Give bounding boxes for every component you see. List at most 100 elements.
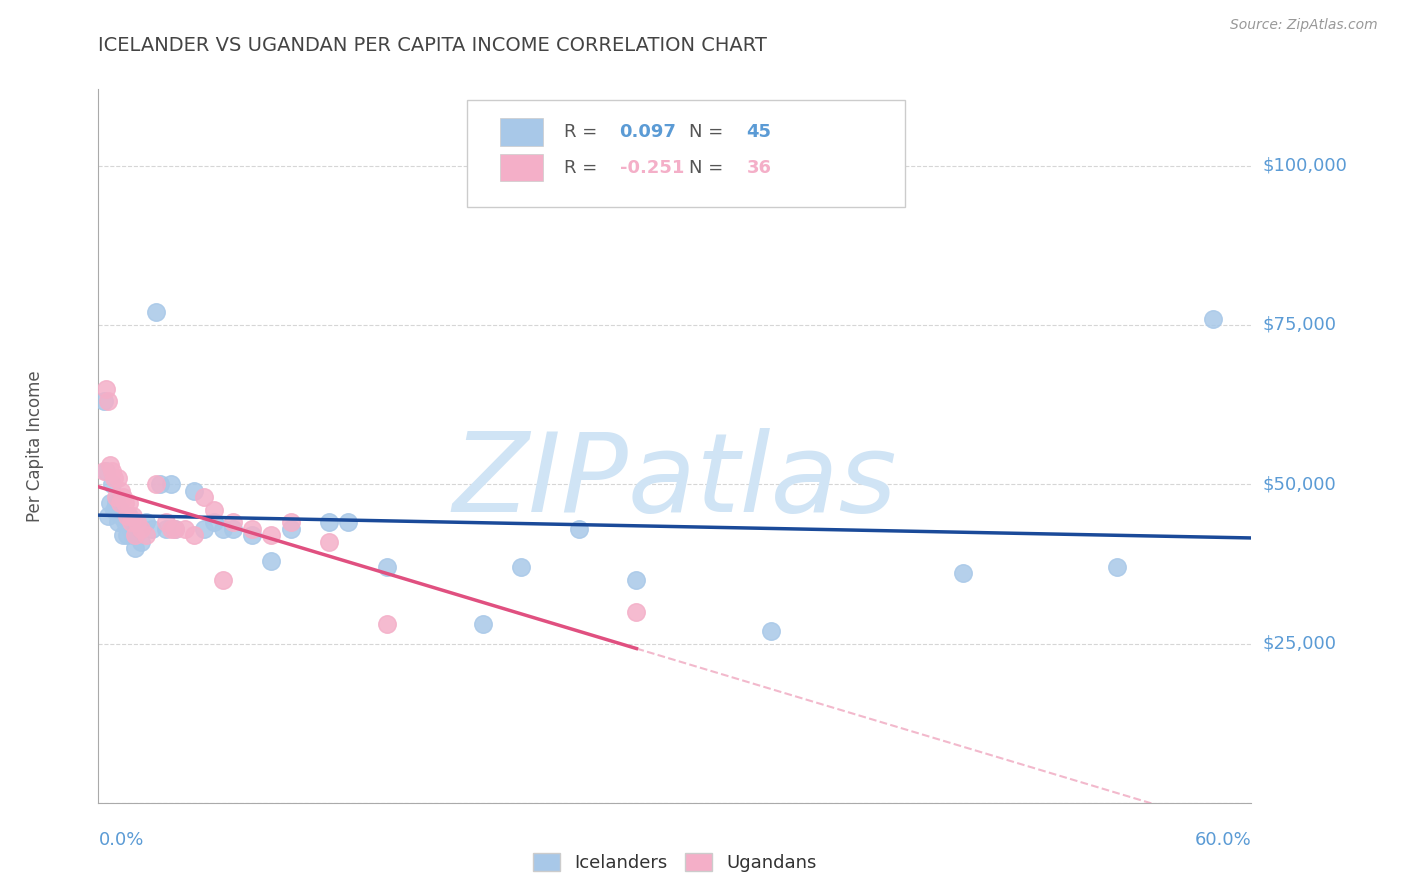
Point <box>202 516 225 530</box>
Text: $50,000: $50,000 <box>1263 475 1336 493</box>
Point <box>952 566 974 581</box>
Text: R =: R = <box>564 159 603 177</box>
Point <box>222 522 245 536</box>
Point <box>120 516 142 530</box>
Point <box>141 522 163 536</box>
Point <box>110 483 132 498</box>
Text: 0.0%: 0.0% <box>98 830 143 848</box>
Point <box>165 522 187 536</box>
Point <box>626 573 648 587</box>
Point <box>375 617 398 632</box>
Point <box>145 477 167 491</box>
Point <box>160 477 183 491</box>
Bar <box>499 154 544 181</box>
Point <box>240 528 263 542</box>
Text: 45: 45 <box>747 123 772 141</box>
Point <box>98 458 121 472</box>
Point <box>93 394 115 409</box>
Point <box>193 490 215 504</box>
Point <box>118 509 141 524</box>
Point <box>165 522 187 536</box>
Point <box>112 490 135 504</box>
Point <box>1202 311 1225 326</box>
Point <box>98 496 121 510</box>
Point <box>183 528 205 542</box>
Bar <box>499 119 544 145</box>
Point <box>118 496 141 510</box>
Point <box>510 560 533 574</box>
Text: 60.0%: 60.0% <box>1195 830 1251 848</box>
Text: $75,000: $75,000 <box>1263 316 1337 334</box>
Point <box>112 528 135 542</box>
Point <box>124 528 146 542</box>
Point <box>108 502 131 516</box>
Point <box>104 496 127 510</box>
Point <box>212 522 235 536</box>
Point <box>129 522 152 536</box>
Point <box>122 509 145 524</box>
Point <box>759 624 782 638</box>
Point <box>103 502 125 516</box>
Point <box>626 605 648 619</box>
Point <box>103 471 125 485</box>
Point <box>375 560 398 574</box>
Text: 0.097: 0.097 <box>620 123 676 141</box>
Point <box>149 477 172 491</box>
Point <box>155 516 177 530</box>
Point <box>212 573 235 587</box>
Point <box>117 528 138 542</box>
Text: $100,000: $100,000 <box>1263 157 1347 175</box>
Point <box>240 522 263 536</box>
Point <box>202 502 225 516</box>
Point <box>107 471 129 485</box>
Point <box>125 516 148 530</box>
Point <box>114 496 136 510</box>
Legend: Icelanders, Ugandans: Icelanders, Ugandans <box>526 846 824 880</box>
Point <box>101 477 124 491</box>
Point <box>280 522 302 536</box>
Point <box>114 516 136 530</box>
Point <box>193 522 215 536</box>
Point <box>108 496 131 510</box>
FancyBboxPatch shape <box>467 100 905 207</box>
Point <box>222 516 245 530</box>
Text: -0.251: -0.251 <box>620 159 683 177</box>
Text: Per Capita Income: Per Capita Income <box>25 370 44 522</box>
Point <box>160 522 183 536</box>
Text: ICELANDER VS UGANDAN PER CAPITA INCOME CORRELATION CHART: ICELANDER VS UGANDAN PER CAPITA INCOME C… <box>98 36 768 54</box>
Point <box>97 509 120 524</box>
Point <box>104 490 127 504</box>
Point <box>260 554 283 568</box>
Point <box>337 516 360 530</box>
Point <box>117 509 138 524</box>
Point <box>568 522 591 536</box>
Point <box>93 465 115 479</box>
Point <box>280 516 302 530</box>
Point <box>183 483 205 498</box>
Point <box>124 541 146 555</box>
Point <box>107 516 129 530</box>
Point <box>260 528 283 542</box>
Point <box>125 522 148 536</box>
Text: 36: 36 <box>747 159 772 177</box>
Point <box>174 522 197 536</box>
Point <box>1105 560 1128 574</box>
Point <box>135 516 157 530</box>
Text: N =: N = <box>689 159 728 177</box>
Text: Source: ZipAtlas.com: Source: ZipAtlas.com <box>1230 18 1378 32</box>
Point <box>101 465 124 479</box>
Text: $25,000: $25,000 <box>1263 634 1337 653</box>
Point <box>94 465 117 479</box>
Text: N =: N = <box>689 123 728 141</box>
Point <box>135 528 157 542</box>
Point <box>129 534 152 549</box>
Point <box>120 522 142 536</box>
Point <box>97 394 120 409</box>
Text: ZIPatlas: ZIPatlas <box>453 428 897 535</box>
Point <box>122 528 145 542</box>
Point <box>318 516 340 530</box>
Point <box>318 534 340 549</box>
Text: R =: R = <box>564 123 603 141</box>
Point <box>110 509 132 524</box>
Point <box>94 382 117 396</box>
